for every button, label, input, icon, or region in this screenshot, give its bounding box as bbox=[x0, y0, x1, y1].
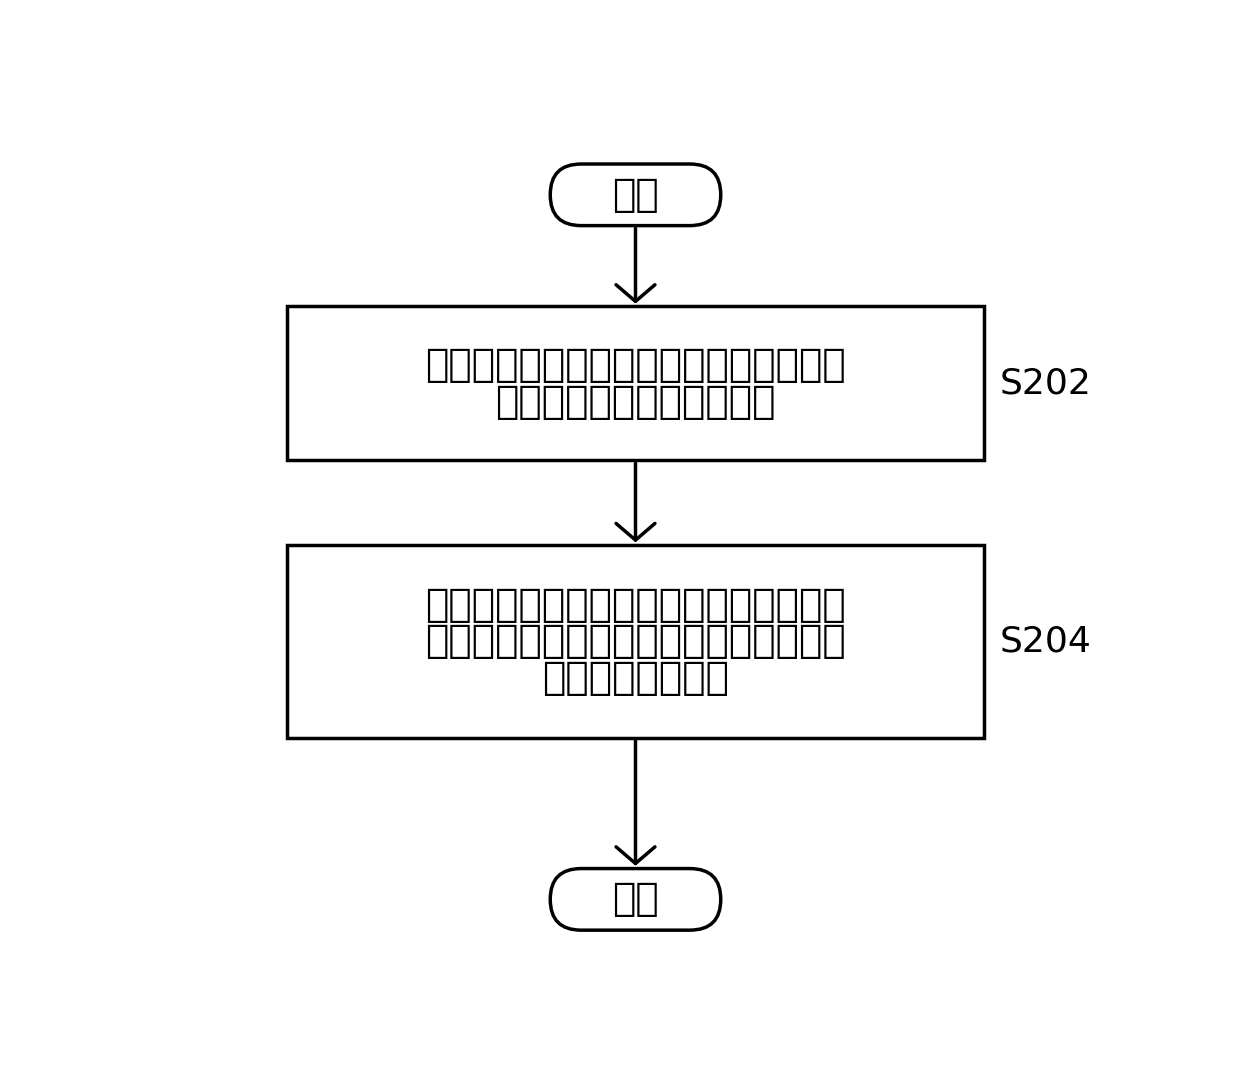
Text: 开始: 开始 bbox=[613, 176, 658, 213]
FancyBboxPatch shape bbox=[551, 869, 720, 930]
Text: 则输出警告指令，所述警告指令用于控制: 则输出警告指令，所述警告指令用于控制 bbox=[425, 622, 846, 661]
Text: 获取当前车辆偏离原车道的偏离信息，以: 获取当前车辆偏离原车道的偏离信息，以 bbox=[425, 346, 846, 384]
Text: S202: S202 bbox=[999, 367, 1091, 400]
Text: 结束: 结束 bbox=[613, 881, 658, 918]
Bar bbox=[286, 545, 985, 737]
Text: 若所述偏离信息与所述限制条件不匹配，: 若所述偏离信息与所述限制条件不匹配， bbox=[425, 585, 846, 624]
FancyBboxPatch shape bbox=[551, 164, 720, 225]
Text: S204: S204 bbox=[999, 624, 1091, 659]
Bar bbox=[286, 306, 985, 460]
Text: 及获取目标车道的限制条件: 及获取目标车道的限制条件 bbox=[495, 383, 776, 420]
Text: 警告装置发出警告: 警告装置发出警告 bbox=[542, 659, 729, 697]
